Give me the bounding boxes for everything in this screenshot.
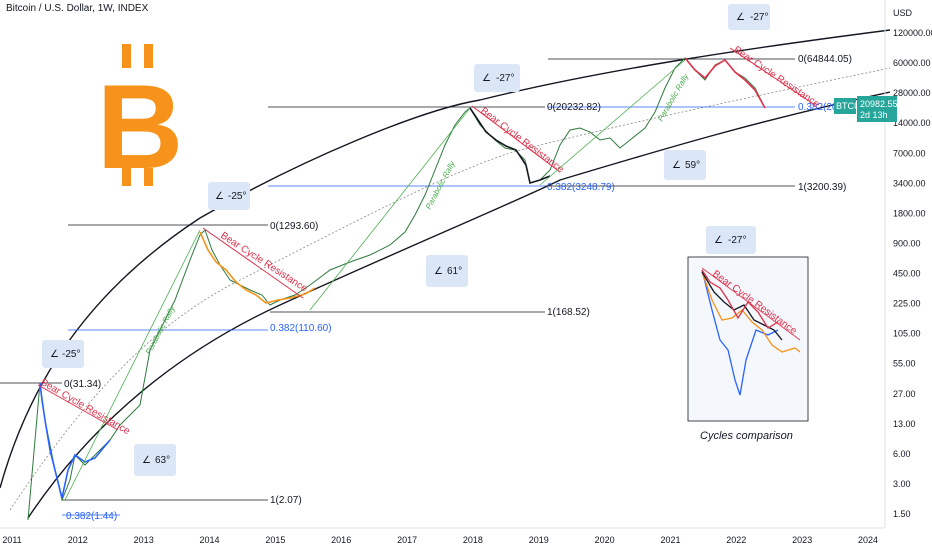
y-tick-label: 3.00 <box>893 479 911 489</box>
last-price-countdown: 2d 13h <box>860 110 888 120</box>
svg-text:61°: 61° <box>447 266 462 277</box>
y-tick-label: 60000.00 <box>893 58 931 68</box>
x-tick-label: 2014 <box>199 535 219 545</box>
angle-box-2020: ∠ 59° <box>664 150 706 180</box>
inset-title: Cycles comparison <box>700 430 793 442</box>
fib-label-0382-1: 0.382(1.44) <box>66 511 117 522</box>
svg-text:-25°: -25° <box>228 191 246 202</box>
x-tick-label: 2024 <box>858 535 878 545</box>
lower-growth-curve <box>27 91 891 519</box>
y-tick-label: 13.00 <box>893 419 916 429</box>
y-tick-label: 3400.00 <box>893 178 926 188</box>
x-tick-label: 2011 <box>2 535 21 545</box>
fib-label-0-20232: 0(20232.82) <box>547 102 601 113</box>
fib-label-1-168: 1(168.52) <box>547 307 590 318</box>
x-tick-label: 2013 <box>134 535 154 545</box>
resistance-label-2018: Bear Cycle Resistance <box>478 106 566 176</box>
bitcoin-logo: B <box>97 44 184 194</box>
last-price-tag[interactable]: BTCUSD 20982.55 2d 13h <box>834 96 898 122</box>
svg-text:∠: ∠ <box>672 160 681 171</box>
x-tick-label: 2016 <box>331 535 351 545</box>
mid-growth-curve <box>9 67 891 511</box>
price-series <box>27 57 766 521</box>
svg-text:∠: ∠ <box>50 349 59 360</box>
x-tick-label: 2018 <box>463 535 483 545</box>
svg-text:∠: ∠ <box>714 235 723 246</box>
fib-label-1-3200: 1(3200.39) <box>798 182 846 193</box>
fib-label-0-1293: 0(1293.60) <box>270 221 318 232</box>
y-tick-label: 120000.00 <box>893 28 932 38</box>
svg-text:63°: 63° <box>155 455 170 466</box>
svg-text:∠: ∠ <box>736 12 745 23</box>
y-tick-label: 14000.00 <box>893 118 931 128</box>
x-tick-label: 2015 <box>265 535 285 545</box>
chart-title: Bitcoin / U.S. Dollar, 1W, INDEX <box>6 3 149 14</box>
resistance-label-2014: Bear Cycle Resistance <box>218 230 309 295</box>
svg-text:59°: 59° <box>685 160 700 171</box>
y-tick-label: 7000.00 <box>893 148 926 158</box>
y-tick-label: 105.00 <box>893 329 921 339</box>
svg-text:-27°: -27° <box>750 12 768 23</box>
svg-text:-27°: -27° <box>728 235 746 246</box>
svg-text:∠: ∠ <box>142 455 151 466</box>
last-price-symbol: BTCUSD <box>836 101 874 111</box>
angle-box-2018: ∠ -27° <box>474 64 520 92</box>
angle-box-inset: ∠ -27° <box>706 226 756 254</box>
svg-text:-25°: -25° <box>62 349 80 360</box>
y-axis-ticks: 120000.00 60000.00 28000.00 14000.00 7000.00… <box>893 28 932 519</box>
y-tick-label: 55.00 <box>893 359 916 369</box>
x-axis-ticks: 2011 2012 2013 2014 2015 2016 2017 2018 2019 2020… <box>2 535 878 545</box>
upper-growth-curve <box>0 29 891 489</box>
y-tick-label: 900.00 <box>893 238 921 248</box>
x-tick-label: 2017 <box>397 535 417 545</box>
rally-lines <box>64 59 686 501</box>
fib-label-0382-20545: 0.382(20545.8 <box>798 102 863 113</box>
fib-label-0382-110: 0.382(110.60) <box>270 323 332 334</box>
svg-text:∠: ∠ <box>482 73 491 84</box>
y-tick-label: 1800.00 <box>893 208 926 218</box>
angle-box-2017: ∠ 61° <box>426 255 468 287</box>
y-tick-label: 28000.00 <box>893 88 931 98</box>
svg-text:∠: ∠ <box>434 266 443 277</box>
last-price-value: 20982.55 <box>860 99 898 109</box>
x-tick-label: 2022 <box>726 535 746 545</box>
y-axis-unit: USD <box>893 8 913 18</box>
y-tick-label: 1.50 <box>893 509 911 519</box>
y-tick-label: 225.00 <box>893 299 921 309</box>
svg-text:∠: ∠ <box>215 191 224 202</box>
angle-box-2011: ∠ -25° <box>42 340 84 368</box>
angle-box-2022: ∠ -27° <box>728 4 770 30</box>
cycles-comparison-inset: Bear Cycle Resistance <box>687 256 809 422</box>
y-tick-label: 450.00 <box>893 269 921 279</box>
x-tick-label: 2021 <box>660 535 680 545</box>
x-tick-label: 2012 <box>68 535 88 545</box>
angle-box-2014: ∠ -25° <box>208 182 250 210</box>
fib-lines <box>0 58 795 516</box>
y-tick-label: 6.00 <box>893 449 911 459</box>
fib-label-0382-3248: 0.382(3248.79) <box>547 182 615 193</box>
fib-label-0-64844: 0(64844.05) <box>798 54 852 65</box>
x-tick-label: 2023 <box>792 535 812 545</box>
angle-box-2013: ∠ 63° <box>134 444 176 476</box>
x-tick-label: 2020 <box>595 535 615 545</box>
fib-label-1-2: 1(2.07) <box>270 495 302 506</box>
svg-text:-27°: -27° <box>496 73 514 84</box>
resistance-lines <box>37 47 816 431</box>
x-tick-label: 2019 <box>529 535 549 545</box>
y-tick-label: 27.00 <box>893 389 916 399</box>
svg-text:B: B <box>97 60 184 194</box>
fib-label-0-31: 0(31.34) <box>64 379 101 390</box>
